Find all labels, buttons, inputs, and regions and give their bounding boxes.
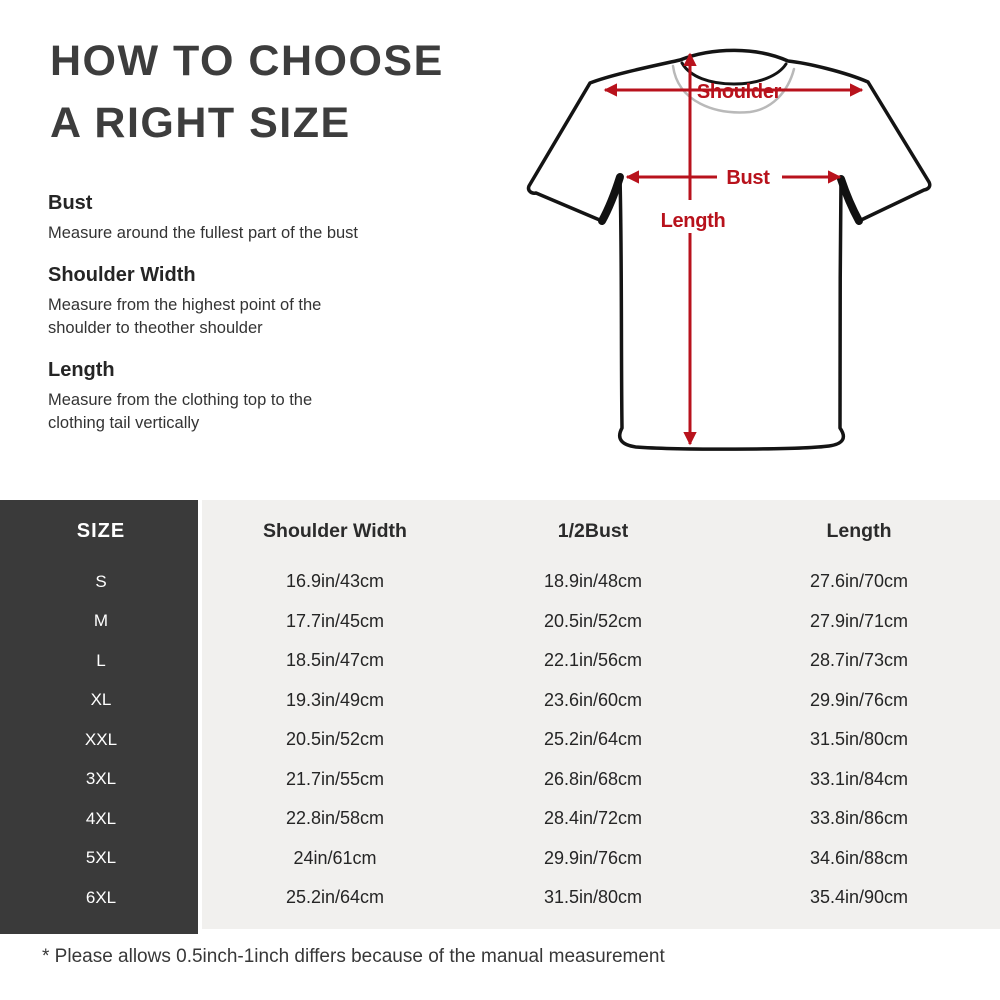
bust-cell: 31.5in/80cm xyxy=(543,887,643,908)
table-row: S 16.9in/43cm 18.9in/48cm 27.6in/70cm xyxy=(0,562,1000,602)
length-cell: 29.9in/76cm xyxy=(809,689,909,710)
length-cell: 33.8in/86cm xyxy=(809,808,909,829)
bust-cell: 22.1in/56cm xyxy=(543,650,643,671)
table-header-row: SIZE Shoulder Width 1/2Bust Length xyxy=(0,500,1000,562)
instruction-bust: Bust Measure around the fullest part of … xyxy=(48,192,428,246)
shoulder-cell: 20.5in/52cm xyxy=(285,729,385,750)
shoulder-cell: 19.3in/49cm xyxy=(285,689,385,710)
page-title-line-1: HOW TO CHOOSE xyxy=(50,37,444,85)
length-cell: 27.9in/71cm xyxy=(809,610,909,631)
table-row: XXL 20.5in/52cm 25.2in/64cm 31.5in/80cm xyxy=(0,720,1000,760)
size-cell: S xyxy=(95,571,107,591)
shoulder-cell: 22.8in/58cm xyxy=(285,808,385,829)
size-cell: 6XL xyxy=(85,887,117,907)
table-row: 6XL 25.2in/64cm 31.5in/80cm 35.4in/90cm xyxy=(0,878,1000,918)
shoulder-cell: 17.7in/45cm xyxy=(285,610,385,631)
table-row: M 17.7in/45cm 20.5in/52cm 27.9in/71cm xyxy=(0,602,1000,642)
shoulder-cell: 21.7in/55cm xyxy=(285,768,385,789)
table-row: L 18.5in/47cm 22.1in/56cm 28.7in/73cm xyxy=(0,641,1000,681)
instruction-desc-line: clothing tail vertically xyxy=(48,414,200,432)
size-table: SIZE Shoulder Width 1/2Bust Length S 16.… xyxy=(0,500,1000,934)
instruction-desc-line: Measure from the highest point of the xyxy=(48,295,322,314)
bust-cell: 26.8in/68cm xyxy=(543,768,643,789)
size-cell: M xyxy=(93,611,109,631)
instruction-desc-line: Measure from the clothing top to the xyxy=(48,390,313,409)
header-shoulder-width: Shoulder Width xyxy=(263,519,407,542)
table-row: 5XL 24in/61cm 29.9in/76cm 34.6in/88cm xyxy=(0,839,1000,879)
size-cell: L xyxy=(96,650,106,670)
bust-cell: 25.2in/64cm xyxy=(543,729,643,750)
shoulder-cell: 18.5in/47cm xyxy=(285,650,385,671)
shoulder-cell: 16.9in/43cm xyxy=(285,571,385,592)
size-cell: 5XL xyxy=(85,848,117,868)
size-column-background xyxy=(0,500,202,934)
right-armpit-shading xyxy=(837,175,863,225)
length-cell: 33.1in/84cm xyxy=(809,768,909,789)
tshirt-measurement-diagram: Shoulder Bust Length xyxy=(526,48,932,451)
length-cell: 35.4in/90cm xyxy=(809,887,909,908)
length-cell: 34.6in/88cm xyxy=(809,847,909,868)
instruction-shoulder-width: Shoulder Width Measure from the highest … xyxy=(48,264,428,341)
size-cell: 3XL xyxy=(85,769,117,789)
bust-cell: 28.4in/72cm xyxy=(543,808,643,829)
length-cell: 28.7in/73cm xyxy=(809,650,909,671)
length-cell: 31.5in/80cm xyxy=(809,729,909,750)
table-row: 4XL 22.8in/58cm 28.4in/72cm 33.8in/86cm xyxy=(0,799,1000,839)
left-armpit-shading xyxy=(598,173,624,225)
measurement-instructions: Bust Measure around the fullest part of … xyxy=(48,192,428,454)
shoulder-cell: 25.2in/64cm xyxy=(285,887,385,908)
page-title: HOW TO CHOOSE A RIGHT SIZE xyxy=(50,30,444,154)
size-cell: XL xyxy=(90,690,112,710)
instruction-term: Shoulder Width xyxy=(48,263,196,286)
bust-arrow-label: Bust xyxy=(726,167,770,189)
size-cell: XXL xyxy=(84,729,118,749)
bust-cell: 20.5in/52cm xyxy=(543,610,643,631)
tshirt-outline xyxy=(526,48,932,451)
bust-cell: 18.9in/48cm xyxy=(543,571,643,592)
length-cell: 27.6in/70cm xyxy=(809,571,909,592)
measurement-disclaimer: * Please allows 0.5inch-1inch differs be… xyxy=(42,946,665,967)
length-arrow-label: Length xyxy=(661,210,726,232)
instruction-length: Length Measure from the clothing top to … xyxy=(48,359,428,436)
instruction-desc-line: Measure around the fullest part of the b… xyxy=(48,224,359,242)
header-length: Length xyxy=(826,519,892,542)
instruction-term: Bust xyxy=(48,192,93,214)
instruction-term: Length xyxy=(48,358,115,381)
table-row: 3XL 21.7in/55cm 26.8in/68cm 33.1in/84cm xyxy=(0,760,1000,800)
instruction-desc-line: shoulder to theother shoulder xyxy=(48,319,263,337)
shoulder-cell: 24in/61cm xyxy=(293,847,377,868)
table-row: XL 19.3in/49cm 23.6in/60cm 29.9in/76cm xyxy=(0,681,1000,721)
bust-cell: 29.9in/76cm xyxy=(543,847,643,868)
shoulder-arrow-label: Shoulder xyxy=(697,81,782,103)
size-cell: 4XL xyxy=(85,808,117,828)
header-half-bust: 1/2Bust xyxy=(557,519,629,542)
bust-cell: 23.6in/60cm xyxy=(543,689,643,710)
header-size: SIZE xyxy=(76,519,126,542)
page-title-line-2: A RIGHT SIZE xyxy=(50,99,351,147)
